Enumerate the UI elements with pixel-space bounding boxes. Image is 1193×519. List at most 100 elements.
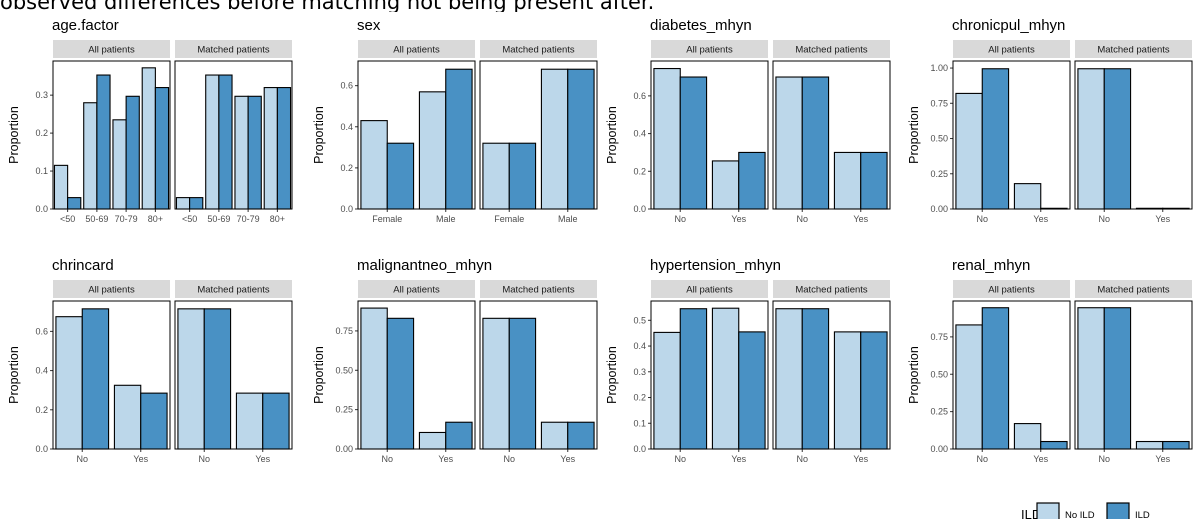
y-tick-label: 0.6: [633, 91, 646, 101]
bar-no-ild-No-all: [955, 92, 983, 210]
y-tick-label: 0.3: [35, 90, 48, 100]
bar-ild-7079-matched: [247, 95, 262, 210]
y-axis-label: Proportion: [907, 106, 921, 164]
y-tick-label: 0.2: [340, 163, 353, 173]
x-tick-label: Yes: [731, 454, 746, 464]
bar-ild-Male-all: [445, 68, 473, 210]
facet-strip: [651, 40, 768, 58]
chart-title: renal_mhyn: [952, 257, 1030, 274]
legend: ILD No ILD ILD: [1021, 502, 1150, 519]
chart-title: hypertension_mhyn: [650, 257, 781, 274]
bar-no-ild-Male-matched: [540, 68, 569, 210]
facet-strip: [480, 280, 597, 298]
x-tick-label: No: [976, 454, 988, 464]
panel-border: [174, 300, 293, 450]
bar-ild-80-all: [154, 87, 170, 210]
y-tick-label: 0.25: [335, 405, 353, 415]
bar-ild-7079-all: [125, 95, 140, 210]
x-tick-label: Yes: [133, 454, 148, 464]
bar-no-ild-80-matched: [263, 87, 278, 210]
panel-border: [952, 300, 1071, 450]
bar-ild-50-matched: [189, 197, 204, 210]
bar-ild-80-matched: [276, 87, 292, 210]
x-tick-label: 50-69: [85, 214, 108, 224]
y-tick-label: 0.1: [633, 418, 646, 428]
bar-no-ild-7079-matched: [234, 95, 249, 210]
facet-strip: [480, 40, 597, 58]
panel-border: [772, 300, 891, 450]
chart-title: chrincard: [52, 257, 114, 274]
x-tick-label: Yes: [255, 454, 270, 464]
bar-ild-No-matched: [1103, 307, 1132, 450]
bar-ild-No-all: [981, 307, 1010, 450]
facet-strip: [953, 280, 1070, 298]
x-tick-label: 70-79: [115, 214, 138, 224]
facet-strip: [358, 40, 475, 58]
y-tick-label: 0.00: [930, 204, 948, 214]
panel-border: [479, 300, 598, 450]
x-tick-label: 70-79: [237, 214, 260, 224]
facet-strip-label: All patients: [988, 285, 1035, 296]
x-tick-label: No: [976, 214, 988, 224]
bar-ild-No-matched: [1103, 68, 1132, 210]
y-axis-label: Proportion: [605, 346, 619, 404]
facet-strip: [773, 280, 890, 298]
x-tick-label: No: [796, 454, 808, 464]
x-tick-label: No: [674, 454, 686, 464]
y-tick-label: 0.25: [930, 407, 948, 417]
y-tick-label: 0.50: [335, 365, 353, 375]
bar-ild-Yes-all: [738, 151, 766, 210]
panel-border: [479, 60, 598, 210]
chart-age-factor: age.factor Proportion 0.0 0.1 0.2 0.3 All pati…: [7, 17, 293, 224]
y-tick-label: 0.75: [335, 326, 353, 336]
facet-strip: [53, 280, 170, 298]
y-tick-label: 0.0: [633, 204, 646, 214]
x-tick-label: 80+: [270, 214, 285, 224]
y-tick-label: 0.1: [35, 166, 48, 176]
y-axis-label: Proportion: [312, 106, 326, 164]
y-axis-label: Proportion: [605, 106, 619, 164]
x-tick-label: No: [76, 454, 88, 464]
panel-border: [650, 60, 769, 210]
y-tick-label: 0.4: [633, 341, 646, 351]
y-tick-label: 0.50: [930, 369, 948, 379]
bar-no-ild-50-matched: [175, 197, 191, 210]
bar-ild-No-matched: [508, 317, 537, 450]
bar-ild-Yes-all: [445, 421, 473, 450]
panel-border: [772, 60, 891, 210]
figure-caption-fragment: observed differences before matching not…: [0, 0, 655, 12]
bar-no-ild-80-all: [141, 67, 156, 210]
bar-no-ild-Yes-matched: [1135, 440, 1164, 450]
bar-ild-Yes-matched: [860, 151, 888, 210]
panel-border: [357, 300, 476, 450]
bar-ild-No-matched: [203, 308, 232, 450]
bar-no-ild-No-all: [55, 316, 83, 450]
chart-chronicpul-mhyn: chronicpul_mhyn Proportion 0.00 0.25 0.50 0.7…: [907, 17, 1193, 224]
bar-ild-No-all: [81, 308, 110, 450]
facet-strip: [773, 40, 890, 58]
x-tick-label: <50: [182, 214, 197, 224]
bar-no-ild-No-matched: [177, 308, 205, 450]
bar-no-ild-No-matched: [482, 317, 510, 450]
x-tick-label: Yes: [731, 214, 746, 224]
facet-strip: [1075, 280, 1192, 298]
y-axis-label: Proportion: [312, 346, 326, 404]
facet-strip-label: All patients: [393, 45, 440, 56]
facet-strip: [953, 40, 1070, 58]
bar-no-ild-Yes-all: [711, 307, 740, 450]
facet-strip-label: All patients: [393, 285, 440, 296]
facet-strip-label: Matched patients: [795, 285, 868, 296]
y-tick-label: 0.50: [930, 134, 948, 144]
y-tick-label: 1.00: [930, 63, 948, 73]
x-tick-label: Yes: [438, 454, 453, 464]
x-tick-label: Male: [436, 214, 456, 224]
panel-border: [1074, 300, 1193, 450]
chart-malignantneo-mhyn: malignantneo_mhyn Proportion 0.00 0.25 0.50 0…: [312, 257, 598, 464]
chart-title: diabetes_mhyn: [650, 17, 752, 34]
chart-title: age.factor: [52, 17, 119, 34]
chart-renal-mhyn: renal_mhyn Proportion 0.00 0.25 0.50 0.75 All …: [907, 257, 1193, 464]
y-tick-label: 0.3: [633, 367, 646, 377]
facet-strip: [53, 40, 170, 58]
bar-ild-Yes-all: [738, 331, 766, 450]
